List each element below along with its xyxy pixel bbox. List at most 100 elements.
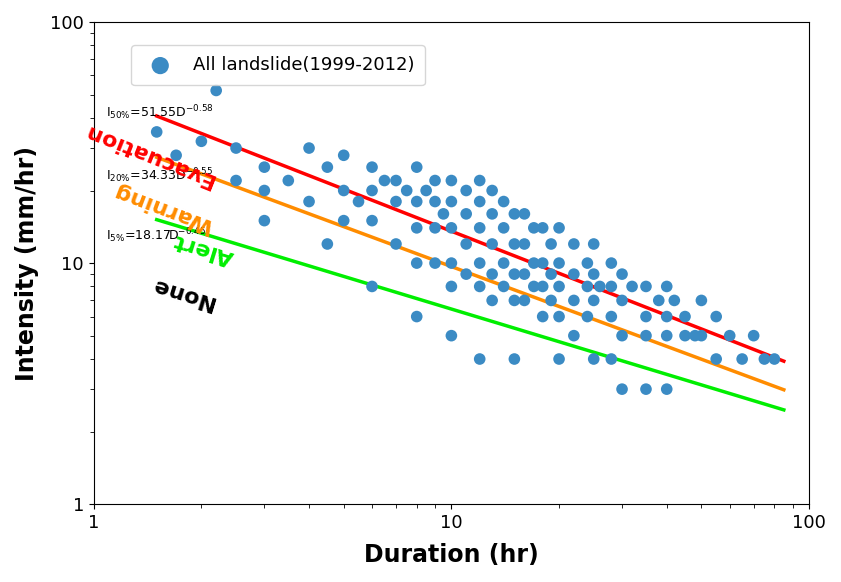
Point bbox=[365, 162, 378, 172]
Point bbox=[365, 216, 378, 225]
Point bbox=[320, 162, 334, 172]
Point bbox=[660, 282, 674, 291]
Point bbox=[473, 197, 486, 206]
Point bbox=[536, 282, 549, 291]
Point bbox=[660, 331, 674, 340]
Point bbox=[605, 282, 618, 291]
Y-axis label: Intensity (mm/hr): Intensity (mm/hr) bbox=[15, 146, 39, 381]
Point bbox=[473, 282, 486, 291]
Point bbox=[710, 354, 723, 364]
Point bbox=[553, 354, 566, 364]
Point bbox=[639, 282, 653, 291]
Point bbox=[626, 282, 639, 291]
Point bbox=[337, 216, 351, 225]
Point bbox=[567, 269, 580, 279]
Point bbox=[553, 258, 566, 268]
Point bbox=[445, 223, 458, 233]
Point bbox=[723, 331, 737, 340]
Point bbox=[518, 209, 532, 218]
Point bbox=[639, 312, 653, 321]
Point bbox=[616, 331, 629, 340]
Point bbox=[410, 312, 424, 321]
Point bbox=[485, 239, 499, 249]
Point bbox=[420, 186, 433, 195]
Point bbox=[209, 86, 223, 95]
Point bbox=[378, 176, 391, 185]
Point bbox=[768, 354, 781, 364]
Point bbox=[616, 385, 629, 394]
Point bbox=[230, 176, 243, 185]
Point bbox=[527, 282, 541, 291]
Point bbox=[587, 239, 600, 249]
Point bbox=[473, 176, 486, 185]
Point bbox=[593, 282, 606, 291]
Point bbox=[605, 354, 618, 364]
Point bbox=[337, 186, 351, 195]
Point bbox=[639, 331, 653, 340]
Point bbox=[257, 216, 271, 225]
Point bbox=[567, 296, 580, 305]
Point bbox=[389, 197, 403, 206]
Point bbox=[473, 354, 486, 364]
Point bbox=[544, 296, 558, 305]
Point bbox=[485, 296, 499, 305]
Point bbox=[518, 269, 532, 279]
Point bbox=[428, 176, 442, 185]
Point bbox=[668, 296, 681, 305]
Point bbox=[508, 296, 521, 305]
Text: I$_{5\%}$=18.17D$^{-0.45}$: I$_{5\%}$=18.17D$^{-0.45}$ bbox=[106, 226, 206, 245]
Point bbox=[428, 258, 442, 268]
Point bbox=[445, 282, 458, 291]
Point bbox=[758, 354, 771, 364]
Point bbox=[445, 176, 458, 185]
Point bbox=[445, 258, 458, 268]
Point bbox=[518, 239, 532, 249]
Point bbox=[605, 312, 618, 321]
Point bbox=[169, 151, 182, 160]
Point bbox=[473, 223, 486, 233]
Point bbox=[587, 269, 600, 279]
Point bbox=[553, 282, 566, 291]
Point bbox=[695, 296, 708, 305]
Text: None: None bbox=[148, 274, 216, 313]
Point bbox=[445, 331, 458, 340]
Point bbox=[400, 186, 414, 195]
X-axis label: Duration (hr): Duration (hr) bbox=[364, 543, 539, 567]
Point bbox=[605, 258, 618, 268]
Point bbox=[459, 269, 473, 279]
Point bbox=[735, 354, 748, 364]
Legend: All landslide(1999-2012): All landslide(1999-2012) bbox=[131, 45, 425, 85]
Point bbox=[428, 197, 442, 206]
Point bbox=[410, 197, 424, 206]
Point bbox=[352, 197, 365, 206]
Point bbox=[436, 209, 450, 218]
Text: Warning: Warning bbox=[111, 180, 216, 236]
Point bbox=[459, 186, 473, 195]
Point bbox=[389, 176, 403, 185]
Point bbox=[485, 209, 499, 218]
Point bbox=[679, 312, 692, 321]
Text: I$_{20\%}$=34.33D$^{-0.55}$: I$_{20\%}$=34.33D$^{-0.55}$ bbox=[106, 166, 213, 185]
Point bbox=[544, 239, 558, 249]
Point bbox=[587, 296, 600, 305]
Point bbox=[616, 296, 629, 305]
Point bbox=[567, 239, 580, 249]
Point bbox=[587, 354, 600, 364]
Point bbox=[497, 258, 510, 268]
Point bbox=[230, 143, 243, 152]
Point bbox=[553, 223, 566, 233]
Point bbox=[410, 162, 424, 172]
Point bbox=[660, 312, 674, 321]
Point bbox=[508, 354, 521, 364]
Text: Alert: Alert bbox=[172, 230, 236, 268]
Point bbox=[473, 258, 486, 268]
Point bbox=[337, 151, 351, 160]
Point bbox=[485, 186, 499, 195]
Point bbox=[428, 223, 442, 233]
Point bbox=[518, 296, 532, 305]
Point bbox=[459, 239, 473, 249]
Point bbox=[389, 239, 403, 249]
Point bbox=[365, 186, 378, 195]
Point bbox=[710, 312, 723, 321]
Point bbox=[445, 197, 458, 206]
